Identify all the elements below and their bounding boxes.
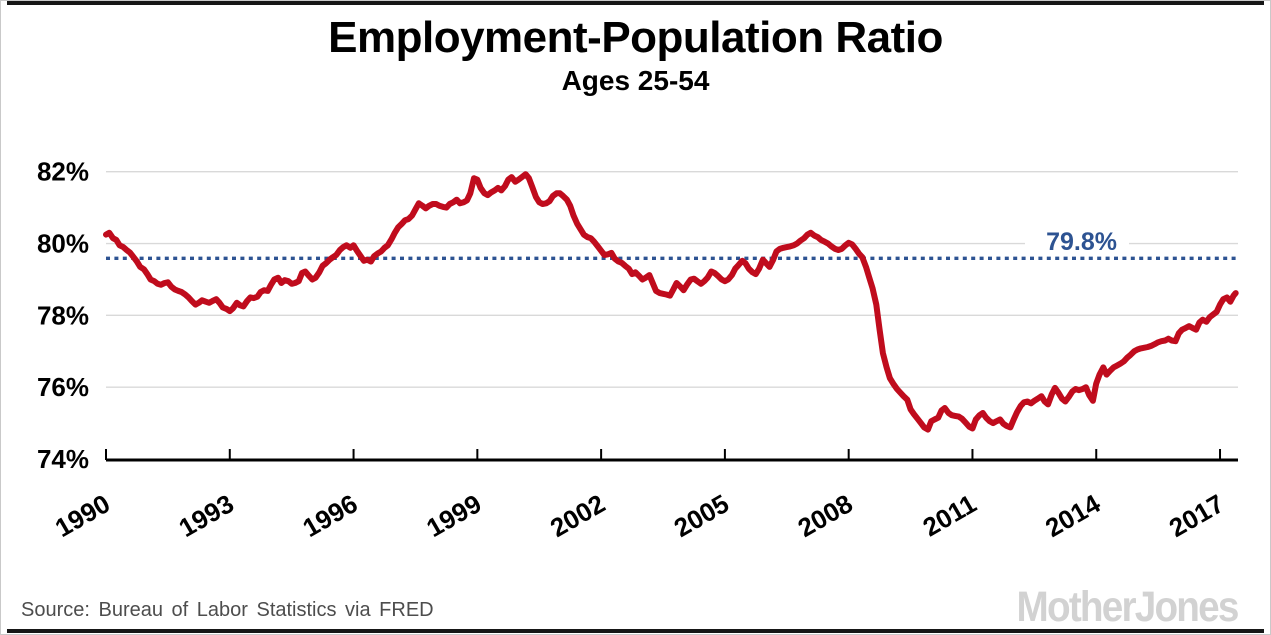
x-tick-label-1990: 1990: [50, 488, 115, 543]
y-tick-label-82: 82%: [37, 157, 89, 187]
x-tick-label-2014: 2014: [1040, 488, 1106, 543]
x-tick-label-1996: 1996: [297, 488, 362, 543]
x-tick-label-2002: 2002: [545, 488, 610, 543]
x-tick-label-2011: 2011: [918, 488, 982, 542]
y-tick-label-74: 74%: [37, 444, 89, 474]
x-tick-label-2008: 2008: [793, 488, 858, 543]
x-tick-label-2005: 2005: [669, 488, 734, 543]
chart-title: Employment-Population Ratio: [328, 13, 943, 62]
epop-series-line: [103, 171, 1239, 433]
chart-subtitle: Ages 25-54: [561, 65, 710, 96]
reference-line-label: 79.8%: [1046, 228, 1117, 256]
y-tick-label-76: 76%: [37, 372, 89, 402]
x-tick-label-2017: 2017: [1164, 488, 1229, 543]
reference-label-mask: [1025, 227, 1129, 255]
y-tick-label-80: 80%: [37, 229, 89, 259]
motherjones-logo: MotherJones: [1016, 583, 1240, 631]
y-tick-label-78: 78%: [37, 300, 89, 330]
x-tick-label-1999: 1999: [421, 488, 486, 543]
bottom-rule: [7, 629, 1264, 633]
x-tick-label-1993: 1993: [174, 488, 239, 543]
source-text: Source: Bureau of Labor Statistics via F…: [21, 599, 434, 621]
top-rule: [7, 1, 1264, 5]
